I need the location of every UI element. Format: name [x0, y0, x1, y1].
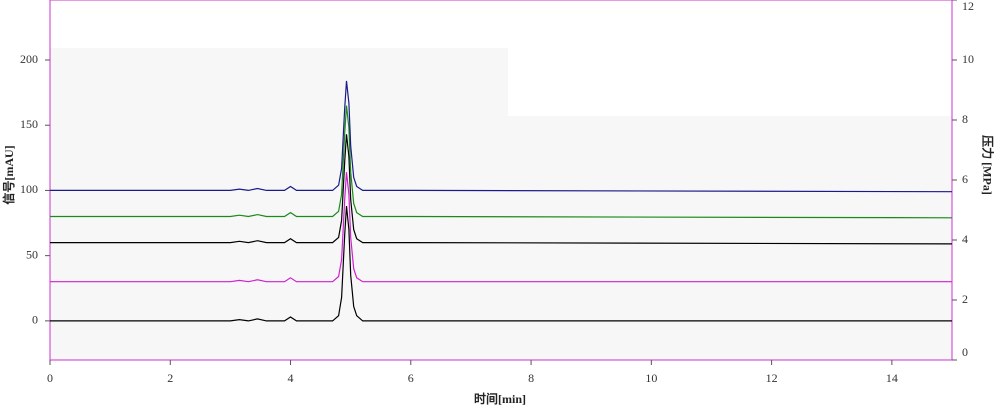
x-tick-label: 0 [47, 371, 53, 385]
y2-axis-title: 压力 [MPa] [980, 135, 995, 195]
x-tick-label: 6 [408, 371, 414, 385]
y-tick-label: 200 [20, 52, 38, 66]
trace-line [50, 206, 952, 322]
x-tick-label: 8 [528, 371, 534, 385]
y2-tick-label: 8 [962, 112, 968, 126]
plot-area [50, 80, 952, 322]
x-tick-label: 4 [288, 371, 294, 385]
y-tick-label: 150 [20, 117, 38, 131]
y2-tick-label: 4 [962, 232, 968, 246]
x-tick-label: 12 [766, 371, 778, 385]
y-tick-label: 100 [20, 182, 38, 196]
y2-tick-label: 6 [962, 172, 968, 186]
trace-line [50, 105, 952, 219]
y-tick-label: 0 [32, 313, 38, 327]
x-tick-label: 14 [886, 371, 898, 385]
y2-tick-label: 2 [962, 292, 968, 306]
y-axis-title: 信号[mAU] [1, 145, 16, 204]
y-tick-label: 50 [26, 247, 38, 261]
y2-tick-label: 0 [962, 345, 968, 359]
y2-tick-label: 10 [962, 52, 974, 66]
trace-line [50, 80, 952, 193]
x-axis-title: 时间[min] [474, 391, 526, 406]
plot-band [508, 0, 952, 116]
x-tick-label: 2 [167, 371, 173, 385]
x-tick-label: 10 [645, 371, 657, 385]
y2-tick-label: 12 [962, 0, 974, 13]
trace-line [50, 134, 952, 245]
trace-line [50, 172, 952, 283]
